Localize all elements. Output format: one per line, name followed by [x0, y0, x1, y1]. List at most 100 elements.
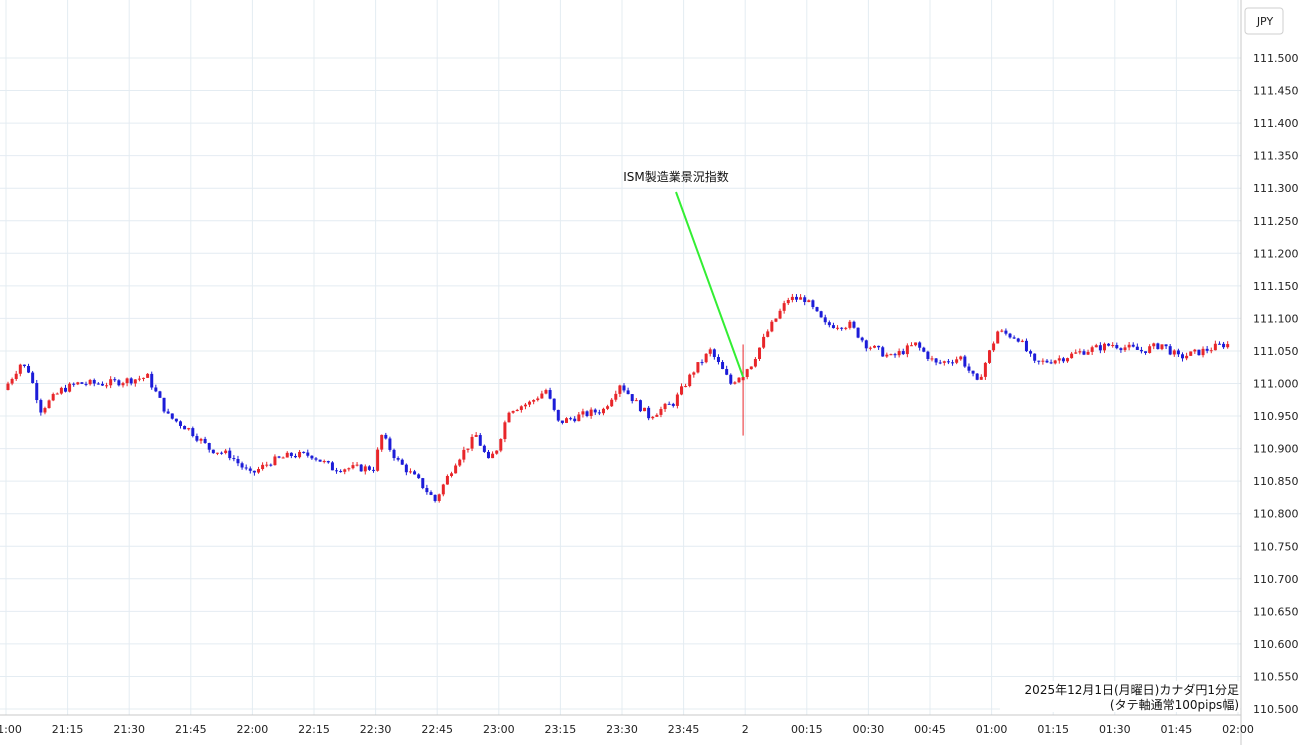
- candle-body: [544, 390, 548, 394]
- candle-body: [417, 474, 421, 479]
- candle-body: [441, 484, 445, 495]
- candle-body: [388, 438, 392, 450]
- candle-body: [955, 359, 959, 363]
- candle-body: [92, 379, 96, 384]
- candle-body: [1168, 346, 1172, 355]
- candle-body: [967, 366, 971, 371]
- candle-body: [1020, 340, 1024, 342]
- candle-body: [597, 412, 601, 414]
- annotation-pointer-line: [675, 191, 745, 378]
- candle-body: [1008, 333, 1012, 338]
- candle-body: [429, 492, 433, 495]
- candle-body: [162, 397, 166, 412]
- candle-body: [634, 400, 638, 402]
- candle-body: [696, 362, 700, 373]
- x-tick-label: 22:15: [298, 723, 330, 736]
- candle-body: [573, 418, 577, 422]
- candle-body: [762, 336, 766, 348]
- candle-body: [807, 300, 811, 303]
- x-tick-label: 21:15: [52, 723, 84, 736]
- candle-body: [76, 382, 80, 385]
- y-tick-label: 110.800: [1253, 508, 1299, 521]
- candle-body: [474, 435, 478, 437]
- chart-caption-line2: (タテ軸通常100pips幅): [1110, 697, 1239, 712]
- candle-body: [671, 403, 675, 406]
- candle-body: [733, 382, 737, 384]
- candle-body: [823, 317, 827, 323]
- currency-label: JPY: [1256, 15, 1274, 28]
- candle-body: [458, 459, 462, 466]
- candle-body: [996, 331, 1000, 344]
- candle-body: [700, 362, 704, 364]
- candle-body: [1086, 351, 1090, 355]
- candle-body: [142, 377, 146, 379]
- candle-body: [367, 466, 371, 470]
- candle-body: [269, 464, 273, 466]
- candle-body: [195, 436, 199, 441]
- y-tick-label: 111.300: [1253, 182, 1299, 195]
- x-tick-label: 22:30: [360, 723, 392, 736]
- y-tick-label: 110.950: [1253, 410, 1299, 423]
- candle-body: [790, 296, 794, 301]
- candle-body: [885, 354, 889, 357]
- candle-body: [856, 327, 860, 338]
- candle-body: [589, 409, 593, 416]
- y-tick-label: 111.350: [1253, 150, 1299, 163]
- candle-body: [437, 494, 441, 501]
- y-tick-label: 110.850: [1253, 475, 1299, 488]
- candle-body: [1041, 360, 1045, 362]
- candle-body: [803, 297, 807, 303]
- candle-body: [326, 461, 330, 463]
- candle-body: [363, 466, 367, 472]
- candle-body: [560, 420, 564, 423]
- candle-body: [22, 364, 26, 366]
- candle-body: [203, 438, 207, 443]
- candle-body: [1029, 351, 1033, 354]
- candle-body: [786, 300, 790, 304]
- candle-body: [137, 378, 141, 380]
- currency-label-box: [1244, 7, 1284, 35]
- candle-body: [1172, 350, 1176, 355]
- candle-body: [868, 347, 872, 349]
- candle-body: [1217, 343, 1221, 345]
- x-tick-label: 23:45: [668, 723, 700, 736]
- candle-body: [852, 321, 856, 328]
- candle-body: [745, 369, 749, 377]
- candle-body: [979, 376, 983, 380]
- candle-body: [265, 464, 269, 466]
- candle-body: [154, 387, 158, 392]
- candle-body: [400, 459, 404, 465]
- candle-body: [1102, 343, 1106, 351]
- candle-body: [404, 464, 408, 473]
- candle-body: [708, 349, 712, 354]
- candle-body: [384, 434, 388, 439]
- x-tick-label: 23:30: [606, 723, 638, 736]
- candle-body: [836, 327, 840, 329]
- candle-body: [228, 450, 232, 459]
- candle-body: [749, 366, 753, 370]
- candle-body: [725, 369, 729, 375]
- candle-body: [503, 422, 507, 440]
- candle-body: [211, 449, 215, 454]
- y-tick-label: 111.000: [1253, 378, 1299, 391]
- chart-caption-line1: 2025年12月1日(月曜日)カナダ円1分足: [1025, 682, 1239, 697]
- candle-body: [934, 358, 938, 363]
- candle-body: [741, 376, 745, 381]
- candle-body: [770, 321, 774, 332]
- candle-body: [359, 464, 363, 472]
- y-tick-label: 110.600: [1253, 638, 1299, 651]
- candle-body: [257, 469, 261, 473]
- candle-body: [51, 394, 55, 401]
- candle-body: [909, 345, 913, 347]
- candle-body: [519, 406, 523, 410]
- candle-body: [581, 411, 585, 415]
- candle-body: [84, 383, 88, 385]
- x-tick-label: 21:30: [113, 723, 145, 736]
- candle-body: [507, 412, 511, 423]
- candle-body: [1156, 343, 1160, 350]
- candle-body: [737, 377, 741, 383]
- y-tick-label: 110.650: [1253, 605, 1299, 618]
- candle-body: [318, 459, 322, 462]
- candle-body: [552, 398, 556, 410]
